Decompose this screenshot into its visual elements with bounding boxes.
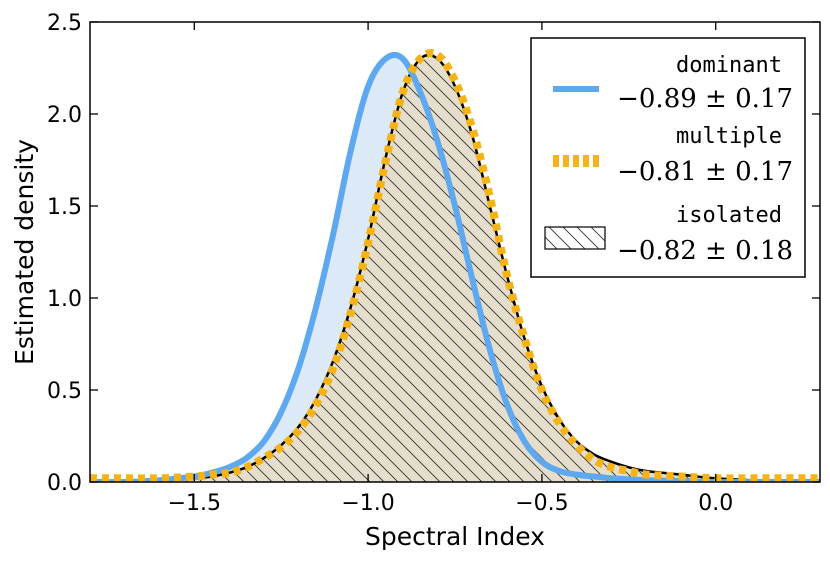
legend-name-dominant: dominant [676,53,782,78]
line-dominant [90,52,820,482]
legend: dominant −0.89 ± 0.17 multiple −0.81 ± 0… [530,37,806,278]
legend-swatch-isolated [544,226,606,250]
plot-area [90,49,820,482]
legend-stat-multiple: −0.81 ± 0.17 [617,157,793,187]
y-tick-label: 1.0 [47,287,82,312]
x-tick-label: −1.5 [168,491,221,516]
y-tick-label: 2.5 [47,11,82,36]
axis-ticks: −1.5 −1.0 −0.5 0.0 0.0 0.5 1.0 1.5 2.0 2.5 [47,11,820,516]
x-tick-label: −1.0 [341,491,394,516]
y-tick-label: 1.5 [47,195,82,220]
hatch-isolated [90,55,820,482]
x-tick-label: −0.5 [515,491,568,516]
plot-frame [89,21,821,483]
y-tick-label: 2.0 [47,103,82,128]
y-tick-label: 0.0 [47,471,82,496]
legend-stat-isolated: −0.82 ± 0.18 [617,236,793,266]
x-axis-label: Spectral Index [365,522,545,551]
x-tick-label: 0.0 [698,491,733,516]
y-axis-label: Estimated density [10,139,39,365]
y-tick-label: 0.5 [47,379,82,404]
legend-name-isolated: isolated [676,203,782,228]
legend-stat-dominant: −0.89 ± 0.17 [617,84,793,114]
legend-name-multiple: multiple [676,124,782,149]
